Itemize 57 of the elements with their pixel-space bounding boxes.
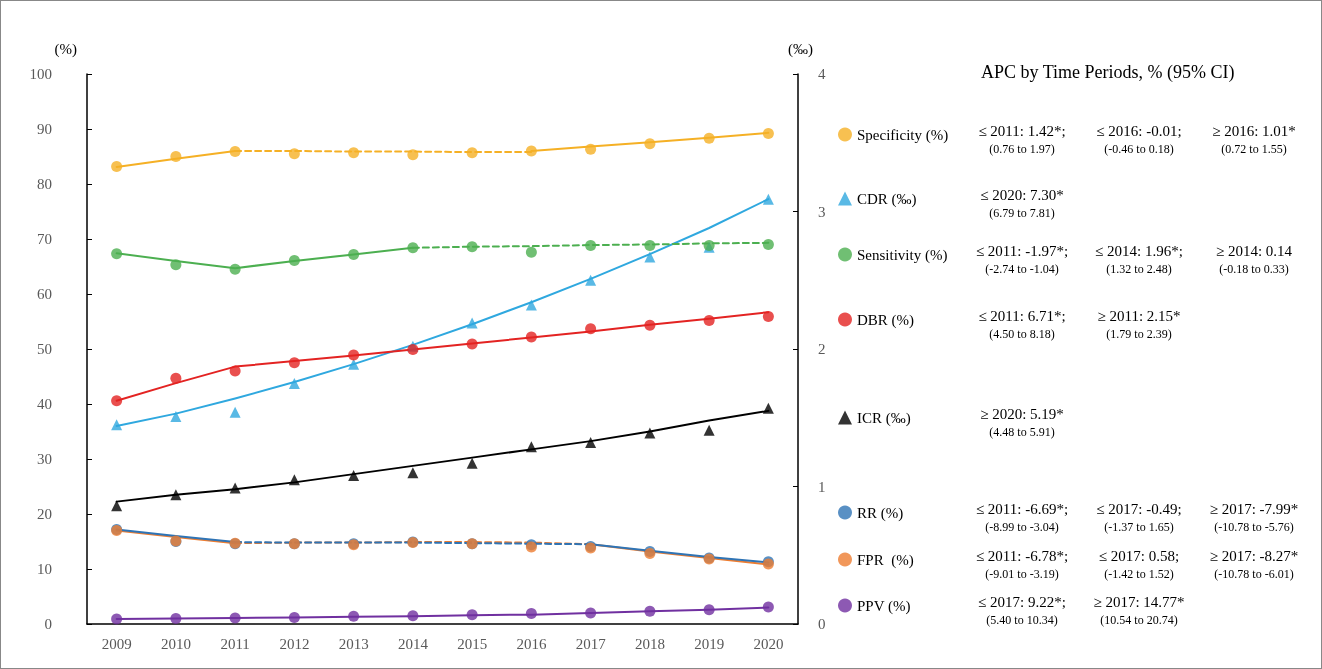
x-tick-label: 2013 bbox=[338, 635, 369, 652]
text: ≤ 2011: -1.97*; (-2.74 to -1.04) bbox=[975, 243, 1069, 276]
y-tick-label: 0 bbox=[44, 616, 52, 632]
text: ≤ 2016: -0.01; (-0.46 to 0.18) bbox=[1096, 123, 1182, 156]
y-tick-label: 60 bbox=[37, 286, 52, 302]
text: ≤ 2017: 0.58; (-1.42 to 1.52) bbox=[1098, 548, 1180, 581]
text: ≤ 2014: 1.96*; (1.32 to 2.48) bbox=[1095, 243, 1183, 276]
y-tick-label: 20 bbox=[37, 506, 52, 522]
text: ≥ 2020: 5.19* (4.48 to 5.91) bbox=[980, 406, 1064, 439]
y2-axis-title: (‰) bbox=[788, 40, 813, 58]
y-tick-label: 90 bbox=[37, 121, 52, 137]
x-tick-label: 2009 bbox=[101, 635, 132, 652]
y2-tick-label: 0 bbox=[818, 616, 826, 632]
legend-label: DBR (%) bbox=[857, 311, 915, 329]
y-tick-label: 30 bbox=[37, 451, 52, 467]
text: ≥ 2017: 14.77* (10.54 to 20.74) bbox=[1093, 594, 1185, 627]
y2-tick-label: 1 bbox=[818, 478, 826, 495]
x-tick-label: 2015 bbox=[457, 635, 488, 652]
x-tick-label: 2014 bbox=[397, 635, 429, 652]
legend-label: CDR (‰) bbox=[857, 190, 917, 208]
legend-label: RR (%) bbox=[857, 504, 904, 522]
x-tick-label: 2018 bbox=[634, 635, 665, 652]
text: ≤ 2017: 9.22*; (5.40 to 10.34) bbox=[978, 594, 1066, 627]
legend-label: Sensitivity (%) bbox=[857, 246, 948, 264]
text: ≤ 2011: -6.69*; (-8.99 to -3.04) bbox=[975, 501, 1069, 534]
text: ≤ 2017: -0.49; (-1.37 to 1.65) bbox=[1096, 501, 1182, 534]
x-tick-label: 2017 bbox=[575, 635, 607, 652]
y-tick-label: 10 bbox=[37, 561, 52, 577]
y-tick-label: 100 bbox=[29, 66, 52, 82]
text: ≤ 2011: -6.78*; (-9.01 to -3.19) bbox=[975, 548, 1069, 581]
text: ≥ 2014: 0.14 (-0.18 to 0.33) bbox=[1215, 243, 1293, 276]
y-tick-label: 70 bbox=[37, 231, 52, 247]
x-tick-label: 2010 bbox=[160, 635, 191, 652]
legend-label: Specificity (%) bbox=[857, 126, 949, 144]
legend-label: FPR (%) bbox=[857, 551, 914, 569]
x-tick-label: 2011 bbox=[220, 635, 250, 652]
y-tick-label: 50 bbox=[37, 341, 52, 357]
text: ≥ 2016: 1.01* (0.72 to 1.55) bbox=[1212, 123, 1296, 156]
text: ≤ 2011: 1.42*; (0.76 to 1.97) bbox=[978, 123, 1066, 156]
legend-label: ICR (‰) bbox=[857, 409, 911, 427]
x-tick-label: 2012 bbox=[279, 635, 310, 652]
text: ≤ 2020: 7.30* (6.79 to 7.81) bbox=[980, 187, 1064, 220]
text: ≥ 2011: 2.15* (1.79 to 2.39) bbox=[1097, 308, 1181, 341]
y2-tick-label: 4 bbox=[818, 66, 826, 82]
x-tick-label: 2020 bbox=[753, 635, 784, 652]
x-tick-label: 2016 bbox=[516, 635, 547, 652]
legend-title: APC by Time Periods, % (95% CI) bbox=[981, 62, 1235, 83]
y-tick-label: 80 bbox=[37, 176, 52, 192]
x-tick-label: 2019 bbox=[694, 635, 725, 652]
text: ≥ 2017: -8.27* (-10.78 to -6.01) bbox=[1209, 548, 1299, 581]
y2-tick-label: 2 bbox=[818, 341, 826, 357]
legend-label: PPV (%) bbox=[857, 597, 911, 615]
y-axis-title: (%) bbox=[54, 40, 77, 58]
y2-tick-label: 3 bbox=[818, 203, 826, 220]
y-tick-label: 40 bbox=[37, 396, 52, 412]
text: ≤ 2011: 6.71*; (4.50 to 8.18) bbox=[978, 308, 1066, 341]
text: ≥ 2017: -7.99* (-10.78 to -5.76) bbox=[1209, 501, 1299, 534]
